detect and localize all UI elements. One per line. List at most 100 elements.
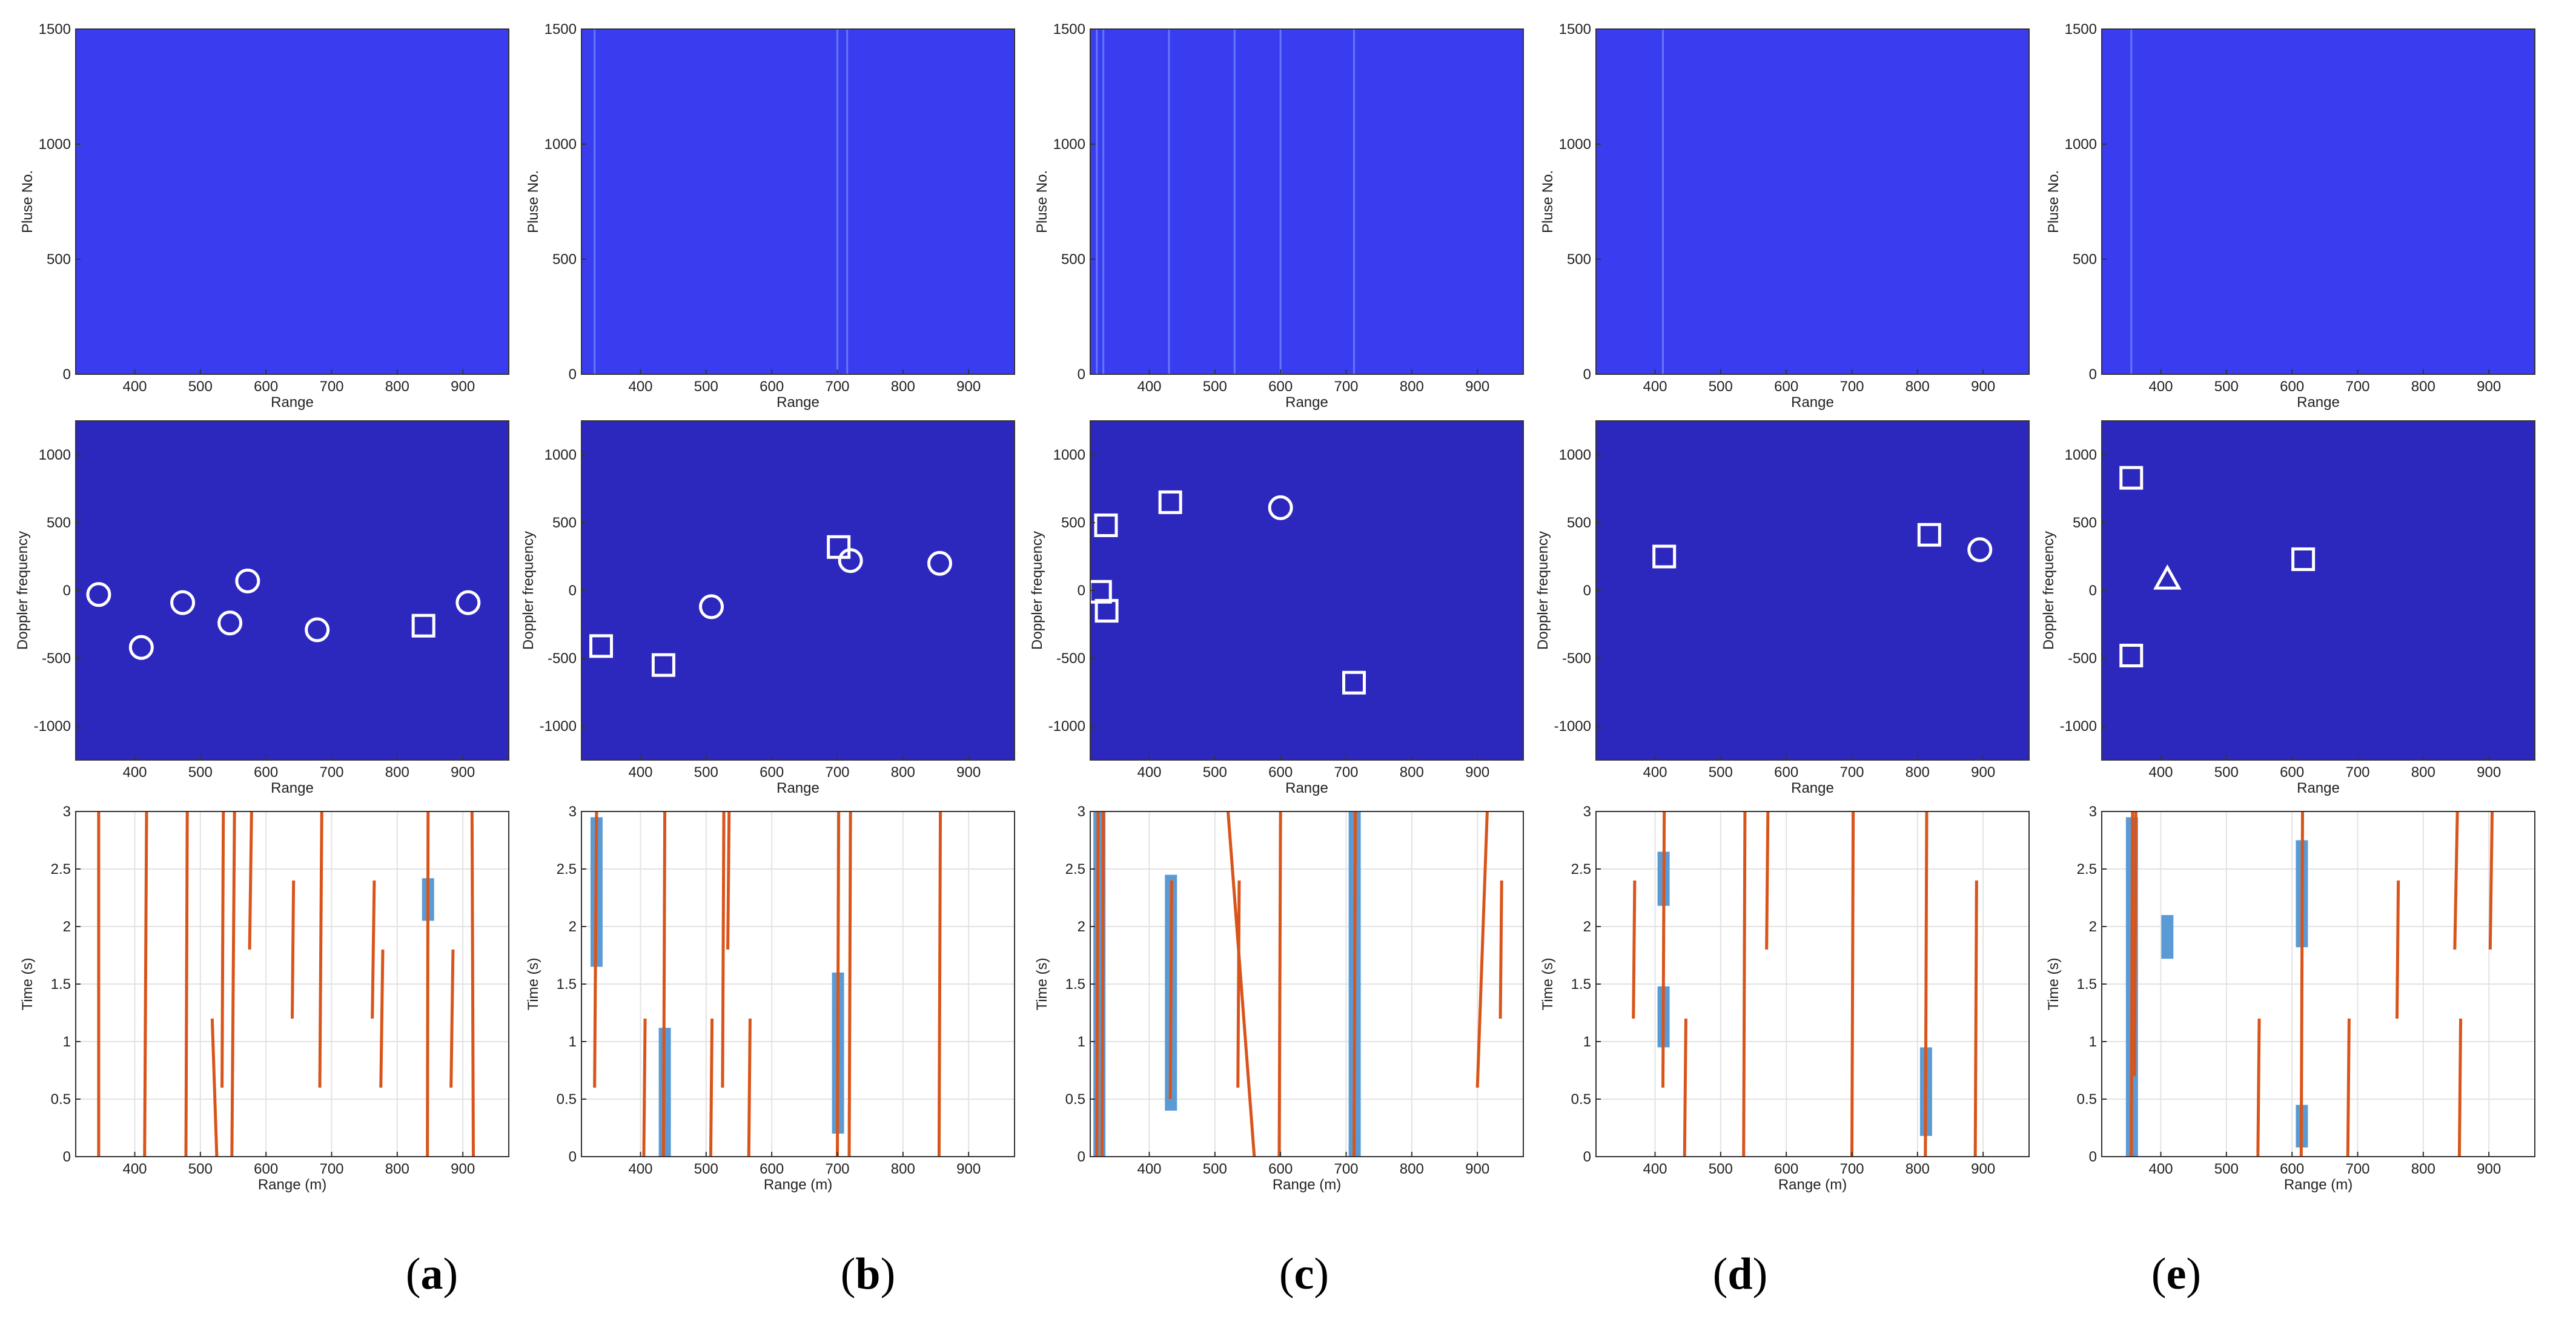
- x-tick-label: 400: [2148, 764, 2173, 781]
- track-line: [248, 811, 253, 950]
- panel-b-tracks-chart: 400 500 600 700 800 900 0 0.5 1 1.5 2 2.5 3 Range (m)…: [525, 804, 1015, 1193]
- x-tick-label: 700: [319, 764, 343, 781]
- y-axis-label: Pluse No.: [1540, 170, 1556, 233]
- x-tick-label: 900: [451, 764, 475, 781]
- y-tick-label: -500: [2068, 650, 2097, 667]
- track-line: [1168, 880, 1173, 1100]
- track-line: [1101, 811, 1105, 1157]
- x-tick-label: 700: [1839, 764, 1864, 781]
- x-tick-label: 900: [2477, 378, 2501, 395]
- x-tick-label: 900: [1465, 1161, 1489, 1177]
- track-line: [2396, 880, 2400, 1019]
- track-line: [1475, 811, 1489, 1088]
- x-tick-label: 700: [1334, 378, 1358, 395]
- caption-e: (e): [2151, 1249, 2202, 1299]
- x-tick-label: 900: [1465, 378, 1489, 395]
- y-tick-label: -1000: [34, 718, 71, 735]
- x-tick-label: 600: [1268, 1161, 1293, 1177]
- y-tick-label: 500: [552, 515, 577, 531]
- x-axis-label: Range: [2297, 780, 2340, 796]
- y-tick-label: 500: [47, 251, 71, 268]
- track-line: [470, 811, 475, 1157]
- x-tick-label: 800: [1400, 1161, 1424, 1177]
- y-tick-label: 500: [47, 515, 71, 531]
- y-tick-label: 500: [2073, 251, 2097, 268]
- x-axis-label: Range (m): [258, 1177, 326, 1193]
- x-tick-label: 800: [1400, 764, 1424, 781]
- target-circle-marker: [699, 594, 724, 620]
- track-line: [709, 1018, 714, 1157]
- axes-box: [1595, 28, 2030, 375]
- target-circle-marker: [170, 590, 196, 615]
- x-tick-label: 700: [1334, 764, 1358, 781]
- y-tick-label: 3: [1078, 804, 1085, 820]
- y-tick-label: 0: [1078, 1149, 1085, 1165]
- y-tick-label: 0.5: [2077, 1091, 2097, 1108]
- x-tick-label: 700: [2345, 1161, 2369, 1177]
- y-tick-label: 0: [2089, 1149, 2097, 1165]
- panel-e-pulse-chart: 400 500 600 700 800 900 0 500 1000 1500 Range Pluse…: [2045, 21, 2535, 411]
- x-tick-label: 500: [1709, 1161, 1733, 1177]
- track-line: [1353, 811, 1357, 1157]
- y-axis-label: Time (s): [1034, 957, 1050, 1010]
- y-tick-label: -500: [1056, 650, 1085, 667]
- y-tick-label: 0: [2089, 366, 2097, 383]
- plot-area: [2102, 29, 2535, 374]
- detection-bar: [2161, 915, 2174, 959]
- plot-area: [76, 29, 509, 374]
- x-tick-label: 800: [891, 764, 915, 781]
- y-tick-label: 1000: [39, 136, 71, 153]
- y-tick-label: 0: [63, 366, 71, 383]
- track-line: [230, 811, 236, 1157]
- track-line: [1683, 1018, 1687, 1157]
- x-axis-label: Range (m): [2284, 1177, 2353, 1193]
- x-tick-label: 500: [188, 378, 213, 395]
- y-axis-label: Doppler frequency: [1029, 531, 1045, 650]
- x-axis-label: Range (m): [764, 1177, 832, 1193]
- y-tick-label: 500: [1567, 515, 1591, 531]
- x-tick-label: 400: [2148, 1161, 2173, 1177]
- y-tick-label: 2: [2089, 919, 2097, 935]
- y-axis-label: Pluse No.: [525, 170, 541, 233]
- caption-d: (d): [1712, 1249, 1768, 1299]
- y-tick-label: 2: [63, 919, 71, 935]
- y-tick-label: 0: [63, 583, 71, 599]
- track-line: [642, 1018, 647, 1157]
- y-tick-label: 1000: [1559, 447, 1591, 463]
- y-axis-label: Doppler frequency: [520, 531, 537, 650]
- x-axis-label: Range: [271, 780, 314, 796]
- x-tick-label: 600: [2280, 764, 2304, 781]
- x-tick-label: 600: [254, 1161, 278, 1177]
- track-line: [1661, 811, 1666, 1088]
- panel-c-tracks-chart: 400 500 600 700 800 900 0 0.5 1 1.5 2 2.5 3 Range (m)…: [1034, 804, 1524, 1193]
- axes-box: [1090, 28, 1524, 375]
- track-line: [371, 880, 376, 1019]
- target-square-marker: [1158, 490, 1182, 514]
- y-axis-label: Time (s): [1540, 957, 1556, 1010]
- target-square-marker: [2119, 466, 2144, 490]
- x-tick-label: 400: [1137, 1161, 1161, 1177]
- x-tick-label: 900: [1971, 1161, 1995, 1177]
- y-axis-label: Doppler frequency: [1535, 531, 1551, 650]
- plot-area: [1596, 29, 2029, 374]
- target-circle-marker: [235, 568, 260, 593]
- x-tick-label: 500: [1709, 764, 1733, 781]
- y-tick-label: 1000: [2065, 136, 2097, 153]
- track-line: [1236, 880, 1241, 1088]
- x-tick-label: 900: [451, 378, 475, 395]
- y-tick-label: 0.5: [1571, 1091, 1591, 1108]
- panel-d-doppler-chart: 400 500 600 700 800 900 -1000 -500 0 500 1000 Range…: [1535, 420, 2030, 796]
- x-tick-label: 500: [1203, 1161, 1227, 1177]
- x-tick-label: 600: [254, 764, 278, 781]
- target-circle-marker: [217, 610, 243, 636]
- track-line: [2488, 811, 2494, 950]
- x-tick-label: 600: [254, 378, 278, 395]
- x-tick-label: 500: [1203, 378, 1227, 395]
- x-tick-label: 700: [1839, 378, 1864, 395]
- target-square-marker: [2291, 547, 2316, 571]
- x-tick-label: 800: [1906, 1161, 1930, 1177]
- y-tick-label: 0: [569, 366, 577, 383]
- x-tick-label: 700: [1334, 1161, 1358, 1177]
- y-tick-label: 1000: [39, 447, 71, 463]
- plot-area: [1596, 421, 2029, 760]
